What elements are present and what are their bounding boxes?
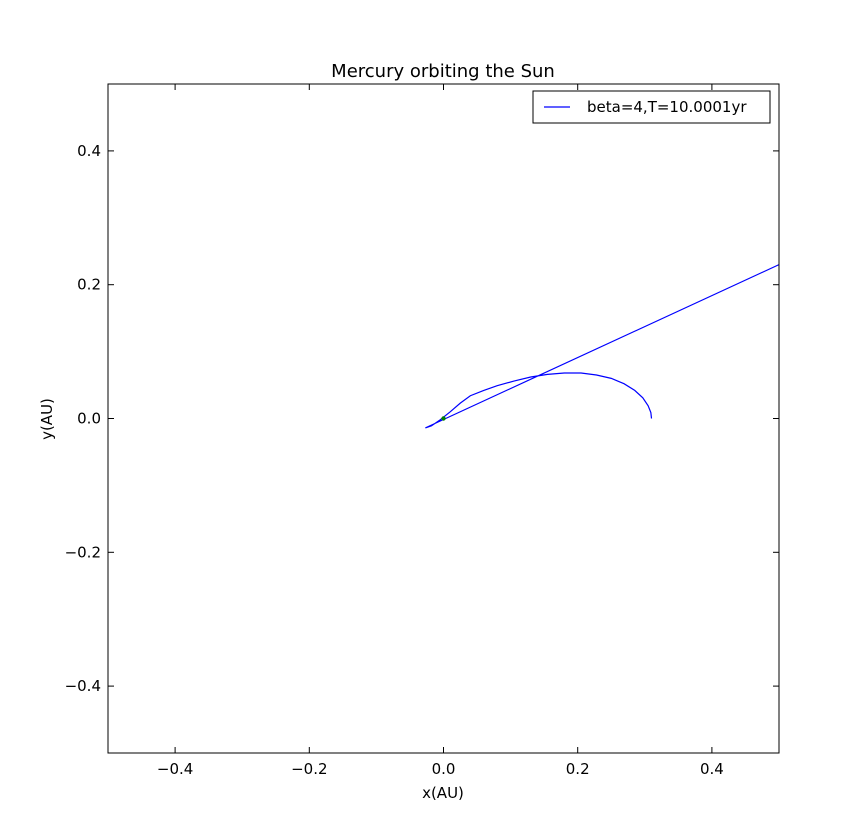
y-tick-label: 0.4 bbox=[77, 142, 101, 160]
y-tick-label: 0.2 bbox=[77, 276, 101, 294]
legend: beta=4,T=10.0001yr bbox=[532, 90, 771, 124]
x-axis-label: x(AU) bbox=[422, 784, 464, 802]
x-tick-label: 0.2 bbox=[566, 760, 590, 778]
y-tick-label: −0.4 bbox=[65, 677, 101, 695]
y-tick-label: −0.2 bbox=[65, 543, 101, 561]
x-tick-label: 0.0 bbox=[432, 760, 456, 778]
x-axis: −0.4 −0.2 0.0 0.2 0.4 bbox=[157, 84, 724, 778]
legend-box bbox=[532, 90, 771, 124]
legend-label: beta=4,T=10.0001yr bbox=[587, 98, 747, 116]
chart-title: Mercury orbiting the Sun bbox=[331, 61, 555, 82]
x-tick-label: 0.4 bbox=[700, 760, 724, 778]
x-tick-label: −0.2 bbox=[291, 760, 327, 778]
orbit-line-series-0 bbox=[425, 264, 779, 429]
x-tick-label: −0.4 bbox=[157, 760, 193, 778]
sun-marker bbox=[441, 416, 446, 421]
y-axis: −0.4 −0.2 0.0 0.2 0.4 bbox=[65, 142, 779, 695]
y-tick-label: 0.0 bbox=[77, 410, 101, 428]
y-axis-label: y(AU) bbox=[38, 398, 56, 440]
